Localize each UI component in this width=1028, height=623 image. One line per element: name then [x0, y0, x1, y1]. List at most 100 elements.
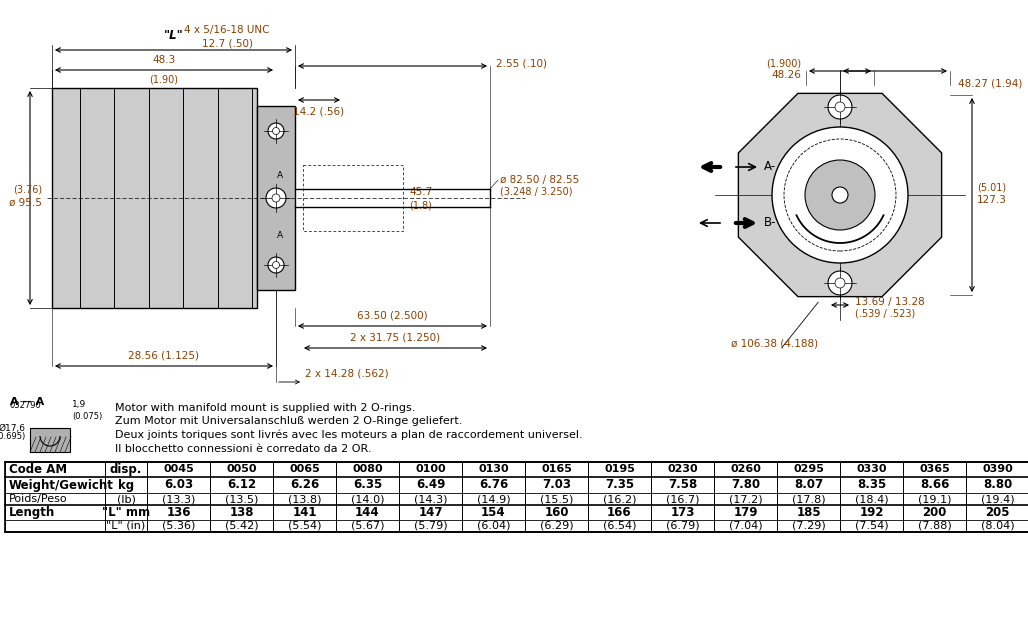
- Text: 0195: 0195: [604, 465, 635, 475]
- Text: 6.35: 6.35: [353, 478, 382, 492]
- Text: (14.9): (14.9): [477, 494, 510, 504]
- Text: 6.76: 6.76: [479, 478, 508, 492]
- Circle shape: [772, 127, 908, 263]
- Text: 0065: 0065: [289, 465, 320, 475]
- Text: (5.36): (5.36): [161, 521, 195, 531]
- Text: (0.075): (0.075): [72, 412, 102, 421]
- Text: 8.07: 8.07: [794, 478, 823, 492]
- Polygon shape: [30, 428, 70, 452]
- Circle shape: [784, 139, 896, 251]
- Circle shape: [272, 262, 280, 269]
- Text: (1.8): (1.8): [409, 200, 432, 210]
- Circle shape: [272, 128, 280, 135]
- Text: (7.88): (7.88): [918, 521, 951, 531]
- Text: 48.27 (1.94): 48.27 (1.94): [958, 78, 1023, 88]
- Text: (3.248 / 3.250): (3.248 / 3.250): [500, 187, 573, 197]
- Text: 2 x 14.28 (.562): 2 x 14.28 (.562): [305, 369, 389, 379]
- Circle shape: [268, 257, 284, 273]
- Circle shape: [835, 102, 845, 112]
- Text: 45.7: 45.7: [409, 187, 432, 197]
- Text: (19.1): (19.1): [918, 494, 951, 504]
- Text: (13.3): (13.3): [161, 494, 195, 504]
- Text: 154: 154: [481, 506, 506, 519]
- Text: Zum Motor mit Universalanschluß werden 2 O-Ringe geliefert.: Zum Motor mit Universalanschluß werden 2…: [115, 417, 463, 427]
- Circle shape: [268, 123, 284, 139]
- Text: Il blocchetto connessioni è corredato da 2 OR.: Il blocchetto connessioni è corredato da…: [115, 444, 371, 454]
- Text: (0.695): (0.695): [0, 432, 26, 442]
- Bar: [257, 106, 295, 290]
- Text: 8.66: 8.66: [920, 478, 949, 492]
- Text: 127.3: 127.3: [977, 195, 1006, 205]
- Text: 6.26: 6.26: [290, 478, 319, 492]
- Text: 147: 147: [418, 506, 443, 519]
- Text: 14.2 (.56): 14.2 (.56): [293, 107, 344, 117]
- Text: (13.8): (13.8): [288, 494, 321, 504]
- Text: 6.12: 6.12: [227, 478, 256, 492]
- Text: ø 95.5: ø 95.5: [9, 198, 42, 208]
- Circle shape: [272, 194, 280, 202]
- Circle shape: [832, 187, 848, 203]
- Bar: [52, 88, 257, 308]
- Text: (3.76): (3.76): [13, 185, 42, 195]
- Text: 0260: 0260: [730, 465, 761, 475]
- Text: (5.01): (5.01): [977, 183, 1006, 193]
- Text: (16.7): (16.7): [666, 494, 699, 504]
- Text: A: A: [277, 232, 283, 240]
- Text: (8.04): (8.04): [981, 521, 1015, 531]
- Text: (1.900): (1.900): [766, 58, 801, 68]
- Text: 13.69 / 13.28: 13.69 / 13.28: [855, 297, 925, 307]
- Text: (6.29): (6.29): [540, 521, 574, 531]
- Text: "L" mm: "L" mm: [102, 506, 150, 519]
- Text: 63.50 (2.500): 63.50 (2.500): [357, 310, 428, 320]
- Text: 6.03: 6.03: [163, 478, 193, 492]
- Text: (5.67): (5.67): [351, 521, 384, 531]
- Text: 2 x 31.75 (1.250): 2 x 31.75 (1.250): [351, 333, 441, 343]
- Text: 7.80: 7.80: [731, 478, 760, 492]
- Text: (13.5): (13.5): [225, 494, 258, 504]
- Text: 0230: 0230: [667, 465, 698, 475]
- Text: 4 x 5/16-18 UNC: 4 x 5/16-18 UNC: [184, 25, 269, 35]
- Text: 138: 138: [229, 506, 254, 519]
- Text: 28.56 (1.125): 28.56 (1.125): [128, 351, 199, 361]
- Text: Poids/Peso: Poids/Peso: [9, 494, 68, 504]
- Text: 0130: 0130: [478, 465, 509, 475]
- Text: (.539 / .523): (.539 / .523): [855, 309, 915, 319]
- Text: (5.54): (5.54): [288, 521, 321, 531]
- Bar: [5, 462, 1028, 532]
- Text: A -- A: A -- A: [10, 397, 44, 407]
- Circle shape: [828, 95, 852, 119]
- Text: Weight/Gewicht: Weight/Gewicht: [9, 478, 114, 492]
- Text: B-: B-: [764, 217, 776, 229]
- Text: 166: 166: [608, 506, 632, 519]
- Text: (lb): (lb): [116, 494, 136, 504]
- Text: 141: 141: [292, 506, 317, 519]
- Text: 8.35: 8.35: [857, 478, 886, 492]
- Text: 173: 173: [670, 506, 695, 519]
- Text: 0100: 0100: [415, 465, 446, 475]
- Text: 136: 136: [167, 506, 191, 519]
- Text: (5.79): (5.79): [413, 521, 447, 531]
- Text: Code AM: Code AM: [9, 463, 67, 476]
- Text: disp.: disp.: [110, 463, 142, 476]
- Text: "L": "L": [163, 29, 183, 42]
- Circle shape: [266, 188, 286, 208]
- Text: 48.26: 48.26: [771, 70, 801, 80]
- Text: (17.8): (17.8): [792, 494, 825, 504]
- Text: 7.58: 7.58: [668, 478, 697, 492]
- Text: Length: Length: [9, 506, 56, 519]
- Text: ø 106.38 (4.188): ø 106.38 (4.188): [732, 338, 818, 348]
- Text: Deux joints toriques sont livrés avec les moteurs a plan de raccordement univers: Deux joints toriques sont livrés avec le…: [115, 430, 583, 440]
- Text: 0365: 0365: [919, 465, 950, 475]
- Text: (16.2): (16.2): [602, 494, 636, 504]
- Text: 8.80: 8.80: [983, 478, 1013, 492]
- Text: (7.04): (7.04): [729, 521, 763, 531]
- Text: 48.3: 48.3: [152, 55, 176, 65]
- Polygon shape: [738, 93, 942, 297]
- Text: 0080: 0080: [353, 465, 382, 475]
- Text: Motor with manifold mount is supplied with 2 O-rings.: Motor with manifold mount is supplied wi…: [115, 403, 415, 413]
- Text: 0390: 0390: [982, 465, 1013, 475]
- Text: 0330: 0330: [856, 465, 887, 475]
- Text: 0045: 0045: [163, 465, 194, 475]
- Text: 6.49: 6.49: [415, 478, 445, 492]
- Text: (6.54): (6.54): [602, 521, 636, 531]
